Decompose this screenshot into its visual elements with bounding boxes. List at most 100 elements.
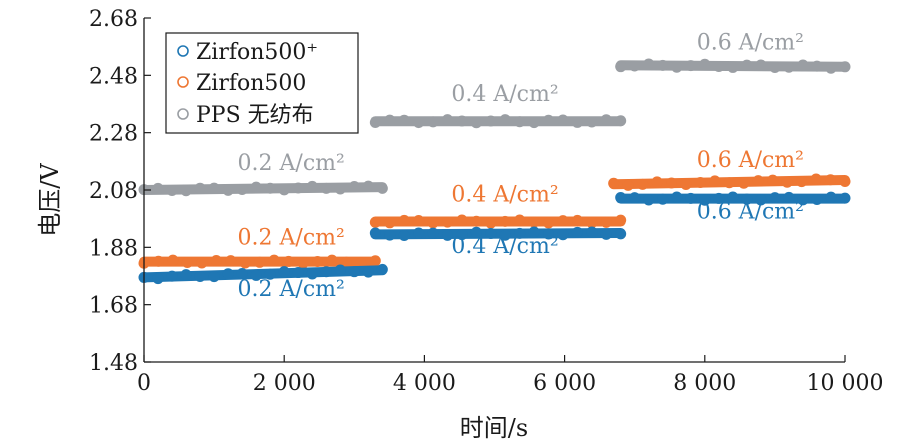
- x-tick-label: 2 000: [253, 371, 316, 396]
- data-point: [456, 115, 468, 127]
- current-density-label: 0.6 A/cm²: [697, 31, 804, 56]
- data-point: [528, 216, 540, 228]
- data-point: [781, 176, 793, 188]
- current-density-label: 0.4 A/cm²: [451, 82, 558, 107]
- data-point: [797, 59, 809, 71]
- data-point: [427, 217, 439, 229]
- data-point: [615, 214, 627, 226]
- current-density-label: 0.2 A/cm²: [238, 277, 345, 302]
- data-point: [278, 184, 290, 196]
- data-point: [769, 62, 781, 74]
- data-point: [320, 182, 332, 194]
- data-point: [499, 229, 511, 241]
- data-point: [629, 192, 641, 204]
- data-point: [369, 255, 381, 267]
- data-point: [796, 176, 808, 188]
- data-point: [194, 271, 206, 283]
- data-point: [369, 227, 381, 239]
- data-point: [236, 183, 248, 195]
- data-point: [810, 173, 822, 185]
- data-point: [637, 178, 649, 190]
- data-point: [797, 194, 809, 206]
- data-point: [543, 228, 555, 240]
- current-density-label: 0.2 A/cm²: [238, 151, 345, 176]
- data-point: [586, 116, 598, 128]
- data-point: [839, 176, 851, 188]
- data-point: [839, 61, 851, 73]
- data-point: [557, 114, 569, 126]
- data-point: [334, 183, 346, 195]
- data-point: [376, 182, 388, 194]
- data-point: [727, 61, 739, 73]
- data-point: [167, 254, 179, 266]
- data-point: [651, 176, 663, 188]
- data-point: [767, 174, 779, 186]
- data-point: [254, 256, 266, 268]
- data-point: [283, 255, 295, 267]
- data-point: [278, 266, 290, 278]
- data-point: [622, 179, 634, 191]
- data-point: [727, 191, 739, 203]
- axes: 1.48 1.68 1.88 2.08 2.28 2.48 2.68 0 2 000 4 000 6…: [89, 7, 883, 396]
- data-point: [222, 184, 234, 196]
- data-point: [362, 180, 374, 192]
- data-point: [485, 115, 497, 127]
- data-point: [557, 215, 569, 227]
- data-point: [398, 214, 410, 226]
- data-point: [514, 214, 526, 226]
- data-point: [586, 217, 598, 229]
- annotations: 0.2 A/cm² 0.4 A/cm² 0.6 A/cm² 0.2 A/cm² 0.4 …: [238, 31, 804, 303]
- data-point: [384, 114, 396, 126]
- data-point: [629, 60, 641, 72]
- data-point: [456, 229, 468, 241]
- data-point: [326, 254, 338, 266]
- data-point: [268, 254, 280, 266]
- y-tick-label: 1.88: [89, 236, 138, 261]
- data-point: [643, 58, 655, 70]
- data-point: [615, 115, 627, 127]
- data-point: [427, 227, 439, 239]
- y-tick-label: 2.28: [89, 122, 138, 147]
- data-point: [250, 181, 262, 193]
- data-point: [384, 229, 396, 241]
- data-point: [196, 257, 208, 269]
- data-point: [615, 61, 627, 73]
- series-band: [138, 254, 381, 269]
- data-point: [699, 58, 711, 70]
- legend-label-pps: PPS 无纺布: [196, 103, 314, 128]
- current-density-label: 0.6 A/cm²: [697, 148, 804, 173]
- data-point: [441, 114, 453, 126]
- data-point: [398, 114, 410, 126]
- data-point: [427, 116, 439, 128]
- data-point: [738, 177, 750, 189]
- data-point: [264, 182, 276, 194]
- x-tick-label: 8 000: [673, 371, 736, 396]
- data-point: [320, 266, 332, 278]
- data-point: [441, 229, 453, 241]
- data-point: [543, 217, 555, 229]
- data-point: [166, 184, 178, 196]
- data-point: [152, 273, 164, 285]
- y-tick-label: 2.68: [89, 7, 138, 32]
- data-point: [470, 226, 482, 238]
- data-point: [334, 264, 346, 276]
- y-tick-label: 1.68: [89, 294, 138, 319]
- x-tick-label: 10 000: [807, 371, 884, 396]
- data-point: [685, 60, 697, 72]
- data-point: [811, 60, 823, 72]
- data-point: [839, 192, 851, 204]
- data-point: [362, 266, 374, 278]
- x-tick-label: 6 000: [533, 371, 596, 396]
- data-point: [470, 215, 482, 227]
- data-point: [571, 214, 583, 226]
- data-point: [210, 255, 222, 267]
- data-point: [180, 185, 192, 197]
- data-point: [384, 217, 396, 229]
- data-point: [208, 182, 220, 194]
- y-axis-title: 电压/V: [36, 163, 64, 237]
- legend-marker-pps: [177, 108, 189, 120]
- data-point: [769, 192, 781, 204]
- data-point: [557, 229, 569, 241]
- data-point: [657, 193, 669, 205]
